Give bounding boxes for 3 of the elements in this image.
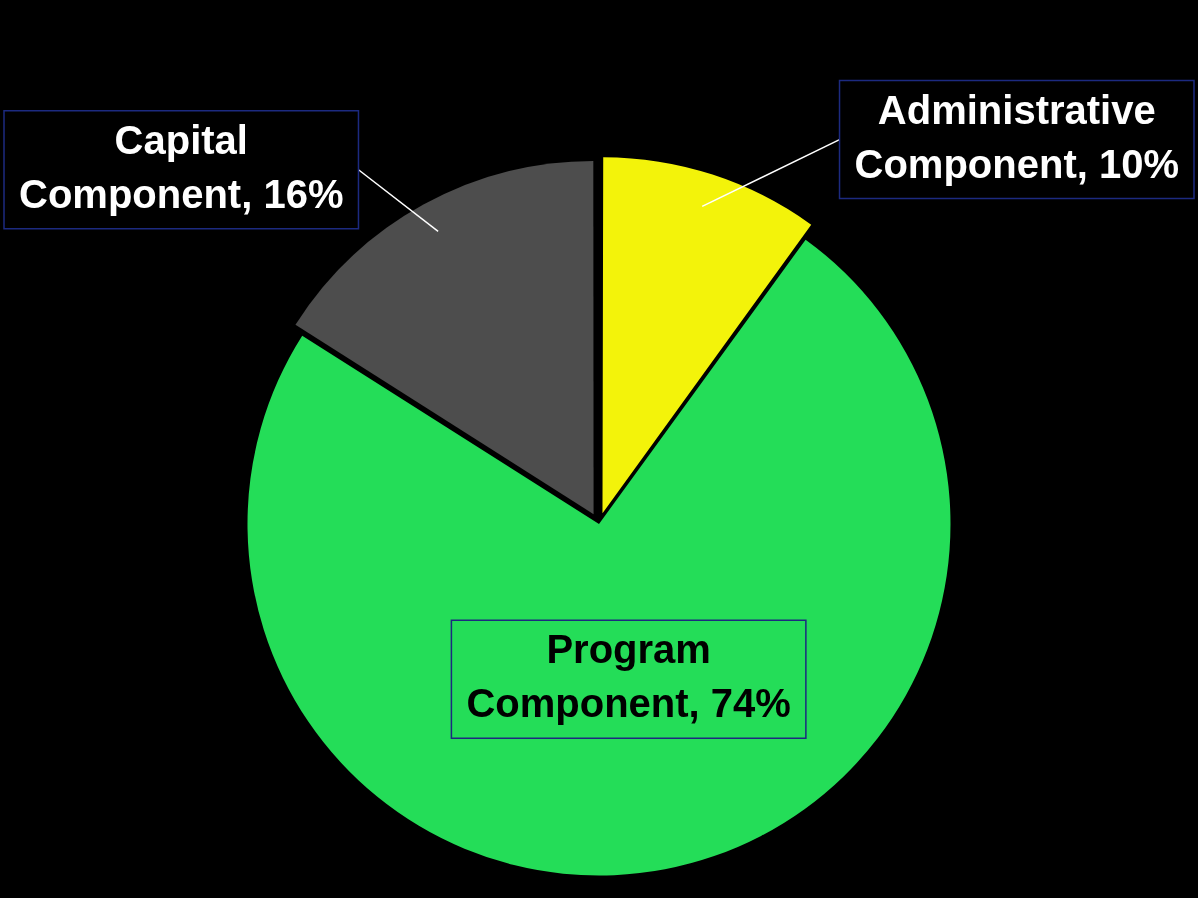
slice-label: Capital Component, 16% [18, 117, 344, 216]
slice-label: Program Component, 74% [466, 627, 791, 726]
slice-label: Administrative Component, 10% [854, 87, 1180, 186]
